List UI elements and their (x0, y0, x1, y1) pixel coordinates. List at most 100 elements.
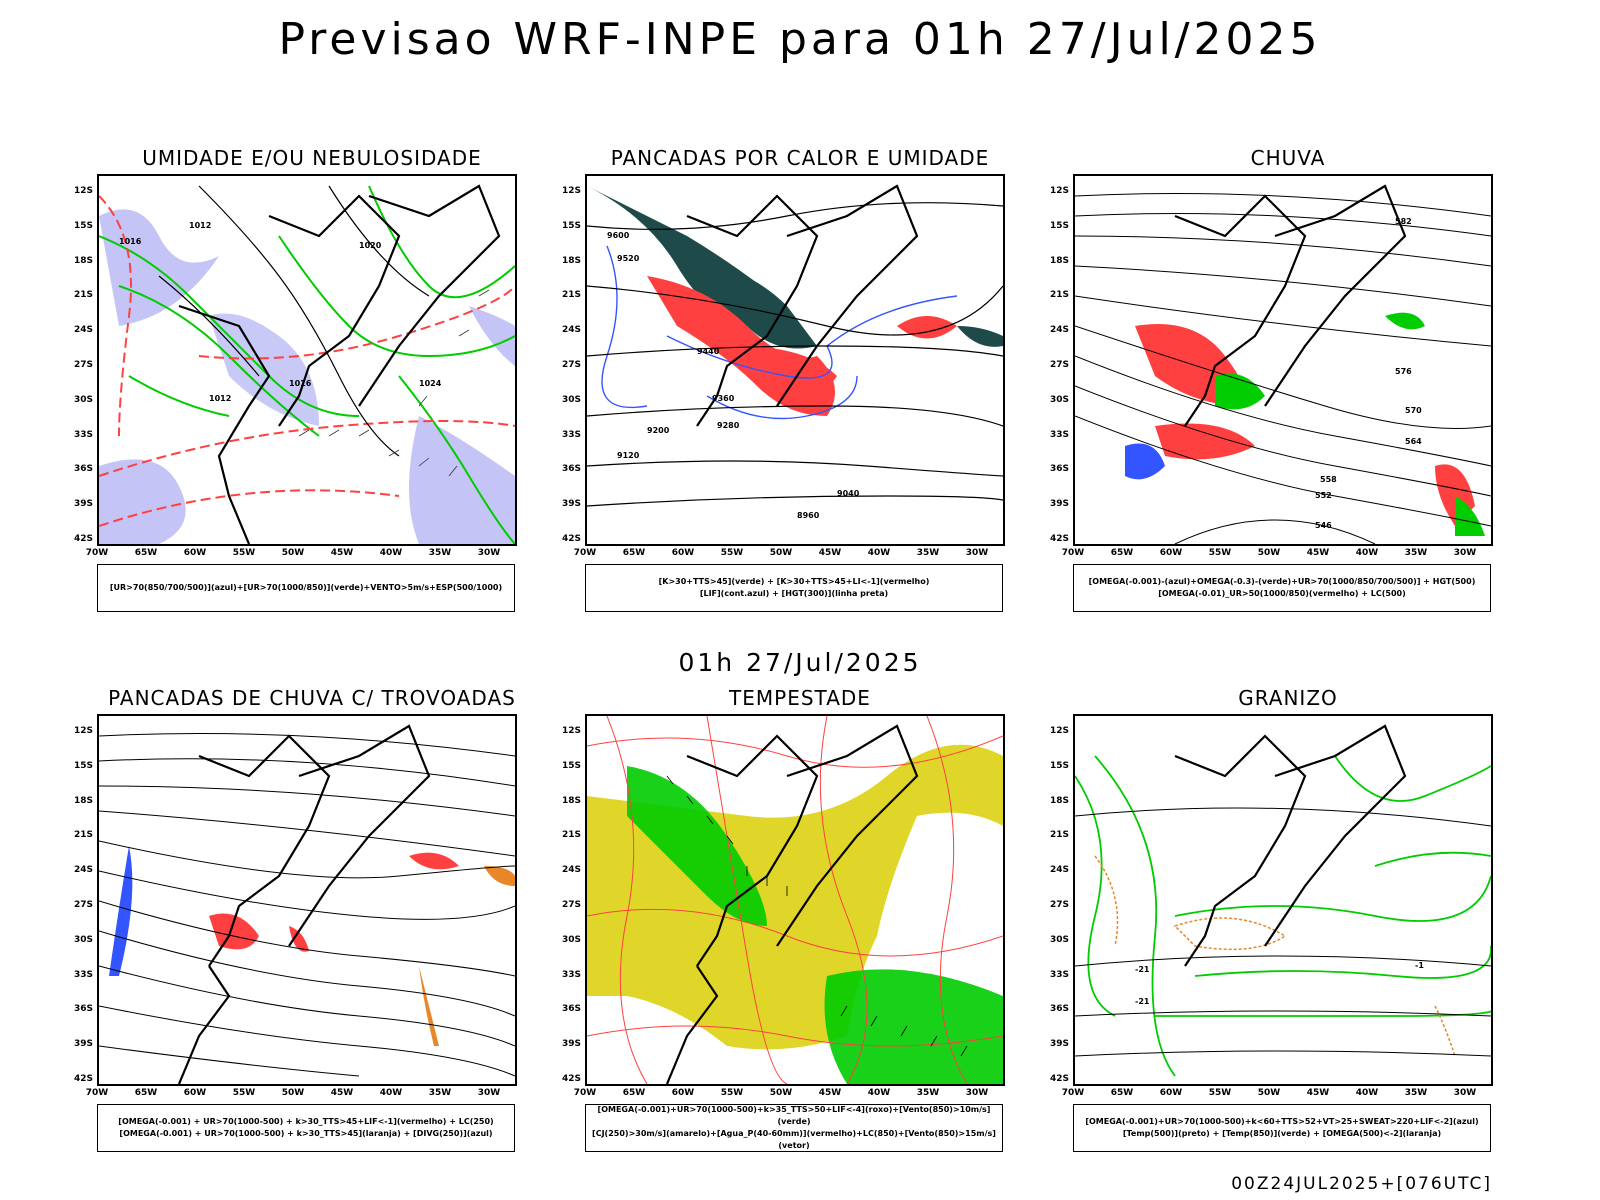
lat-tick-label: 12S (1049, 726, 1069, 736)
lon-tick-label: 50W (281, 1088, 305, 1098)
lat-tick-label: 39S (1049, 1039, 1069, 1050)
lat-tick-label: 33S (1049, 429, 1069, 440)
legend-line: [OMEGA(-0.01)_UR>50(1000/850)(vermelho) … (1158, 589, 1406, 598)
contour-label: -21 (1135, 965, 1150, 974)
map-granizo[interactable]: -21 -21 -1 (1073, 714, 1493, 1086)
legend-chuva: [OMEGA(-0.001)-(azul)+OMEGA(-0.3)-(verde… (1073, 564, 1491, 612)
lon-tick-label: 35W (1404, 548, 1428, 558)
map-pancadas-trovoadas-svg (99, 724, 515, 1084)
legend-pancadas-trovoadas: [OMEGA(-0.001) + UR>70(1000-500) + k>30_… (97, 1104, 515, 1152)
contour-label: 9120 (617, 451, 640, 460)
lat-tick-label: 21S (73, 290, 93, 301)
contour-label: 9520 (617, 254, 640, 263)
lon-tick-label: 65W (622, 548, 646, 558)
contour-label: 558 (1320, 475, 1337, 484)
lat-tick-label: 12S (73, 726, 93, 736)
legend-line: [OMEGA(-0.001)+UR>70(1000-500)+k<60+TTS>… (1085, 1117, 1479, 1126)
lat-tick-label: 24S (73, 865, 93, 876)
map-pancadas-trovoadas[interactable] (97, 714, 517, 1086)
lon-tick-label: 45W (330, 548, 354, 558)
contour-label: 1012 (189, 221, 211, 230)
lon-tick-label: 50W (769, 548, 793, 558)
lat-tick-label: 21S (1049, 290, 1069, 301)
lon-tick-label: 55W (720, 548, 744, 558)
lat-tick-label: 27S (1049, 360, 1069, 370)
lon-tick-label: 45W (818, 1088, 842, 1098)
panel-title: GRANIZO (1238, 686, 1338, 710)
lon-tick-label: 45W (1306, 1088, 1330, 1098)
lon-tick-label: 55W (232, 548, 256, 558)
lat-tick-label: 27S (73, 900, 93, 910)
lon-tick-label: 40W (379, 548, 403, 558)
lon-tick-label: 35W (916, 1088, 940, 1098)
contour-label: 9360 (712, 394, 735, 403)
lat-tick-label: 24S (73, 325, 93, 336)
legend-line: [OMEGA(-0.001) + UR>70(1000-500) + k>30_… (118, 1117, 494, 1126)
map-pancadas-calor-svg: 9600 9520 9440 9360 9280 9200 9120 9040 … (587, 184, 1003, 520)
contour-label: 564 (1405, 437, 1422, 446)
legend-tempestade: [OMEGA(-0.001)+UR>70(1000-500)+k>35_TTS>… (585, 1104, 1003, 1152)
lat-tick-label: 33S (561, 429, 581, 440)
panel-title: PANCADAS DE CHUVA C/ TROVOADAS (108, 686, 516, 710)
legend-umidade: [UR>70(850/700/500)](azul)+[UR>70(1000/8… (97, 564, 515, 612)
lon-tick-label: 30W (477, 548, 501, 558)
lon-tick-label: 60W (671, 1088, 695, 1098)
lat-tick-label: 36S (561, 464, 581, 475)
legend-granizo: [OMEGA(-0.001)+UR>70(1000-500)+k<60+TTS>… (1073, 1104, 1491, 1152)
run-footer: 00Z24JUL2025+[076UTC] (1231, 1174, 1492, 1194)
map-tempestade[interactable] (585, 714, 1005, 1086)
map-umidade[interactable]: 1012 1016 1020 1024 1012 1016 (97, 174, 517, 546)
contour-label: 1012 (209, 394, 231, 403)
lat-tick-label: 36S (1049, 1004, 1069, 1015)
map-granizo-svg: -21 -21 -1 (1075, 724, 1491, 1077)
lon-tick-label: 40W (379, 1088, 403, 1098)
lon-tick-label: 35W (916, 548, 940, 558)
lat-tick-label: 36S (1049, 464, 1069, 475)
lat-tick-label: 42S (561, 1074, 581, 1084)
lon-tick-label: 50W (281, 548, 305, 558)
lon-tick-label: 35W (1404, 1088, 1428, 1098)
lat-tick-label: 33S (1049, 969, 1069, 980)
lat-tick-label: 36S (561, 1004, 581, 1015)
lat-tick-label: 24S (561, 325, 581, 336)
contour-label: 570 (1405, 406, 1422, 415)
lat-tick-label: 21S (561, 290, 581, 301)
lat-tick-label: 30S (73, 394, 93, 405)
lat-tick-label: 30S (73, 934, 93, 945)
lat-tick-label: 33S (73, 429, 93, 440)
lat-tick-label: 15S (73, 760, 93, 771)
contour-label: 9200 (647, 426, 670, 435)
lat-tick-label: 18S (73, 255, 93, 266)
lat-tick-label: 21S (1049, 830, 1069, 841)
lat-tick-label: 42S (1049, 1074, 1069, 1084)
lat-tick-label: 27S (561, 900, 581, 910)
lon-tick-label: 60W (1159, 1088, 1183, 1098)
lon-tick-label: 70W (1061, 548, 1085, 558)
lat-tick-label: 18S (561, 255, 581, 266)
map-chuva[interactable]: 582 576 570 564 558 552 546 (1073, 174, 1493, 546)
lon-tick-label: 70W (85, 1088, 109, 1098)
main-title: Previsao WRF-INPE para 01h 27/Jul/2025 (278, 14, 1322, 65)
lon-tick-label: 40W (1355, 548, 1379, 558)
contour-label: 9600 (607, 231, 630, 240)
contour-label: 546 (1315, 521, 1332, 530)
lon-tick-label: 50W (1257, 1088, 1281, 1098)
lon-tick-label: 60W (671, 548, 695, 558)
contour-label: -21 (1135, 997, 1150, 1006)
lon-tick-label: 70W (573, 1088, 597, 1098)
lat-tick-label: 18S (1049, 255, 1069, 266)
legend-line: [Temp(500)](preto) + [Temp(850)](verde) … (1122, 1129, 1442, 1138)
map-pancadas-calor[interactable]: 9600 9520 9440 9360 9280 9200 9120 9040 … (585, 174, 1005, 546)
lon-tick-label: 50W (769, 1088, 793, 1098)
lat-tick-label: 15S (561, 220, 581, 231)
panel-title: PANCADAS POR CALOR E UMIDADE (610, 146, 990, 170)
lat-tick-label: 15S (73, 220, 93, 231)
lat-tick-label: 27S (73, 360, 93, 370)
mid-date: 01h 27/Jul/2025 (678, 648, 922, 677)
map-umidade-svg: 1012 1016 1020 1024 1012 1016 (99, 184, 515, 544)
lon-tick-label: 60W (1159, 548, 1183, 558)
lat-tick-label: 12S (1049, 186, 1069, 196)
lat-tick-label: 30S (561, 934, 581, 945)
lon-tick-label: 65W (1110, 1088, 1134, 1098)
lon-tick-label: 35W (428, 1088, 452, 1098)
